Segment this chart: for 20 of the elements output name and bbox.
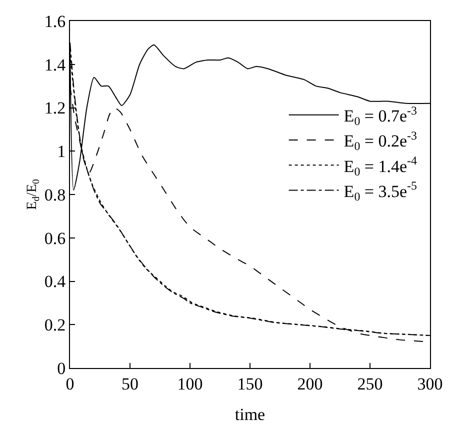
x-tick-label: 250: [357, 374, 383, 394]
y-tick-label: 0: [57, 358, 66, 378]
y-tick-label: 1.2: [44, 98, 66, 118]
legend-label: E$_{0}$ = 1.4e$^{-4}$: [344, 154, 417, 178]
y-tick-label: 0.8: [44, 185, 66, 204]
x-tick-label: 150: [237, 374, 263, 394]
x-tick-label: 100: [177, 374, 203, 394]
x-tick-label: 300: [417, 374, 443, 394]
x-axis-title: time: [234, 404, 266, 424]
legend-label: E$_{0}$ = 3.5e$^{-5}$: [344, 178, 417, 204]
y-tick-label: 0.4: [44, 272, 66, 292]
y-tick-label: 1: [57, 142, 66, 162]
y-tick-label: 1.4: [44, 55, 66, 74]
x-tick-label: 50: [122, 374, 138, 394]
legend-label: E$_{0}$ = 0.2e$^{-3}$: [344, 128, 417, 154]
y-tick-label: 0.2: [44, 316, 66, 335]
x-tick-label: 200: [297, 374, 323, 394]
legend-label: E$_{0}$ = 0.7e$^{-3}$: [344, 103, 417, 128]
y-tick-label: 0.6: [44, 228, 66, 248]
y-tick-label: 1.6: [44, 12, 66, 31]
